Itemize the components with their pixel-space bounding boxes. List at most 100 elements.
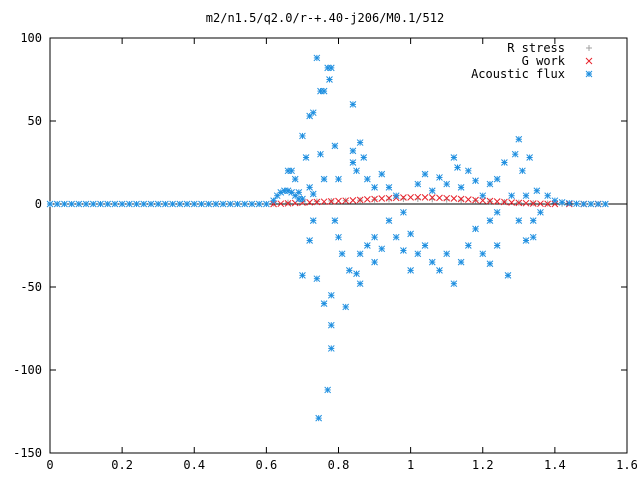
series-2	[270, 193, 602, 208]
y-tick-label: 50	[28, 114, 42, 128]
data-point	[241, 200, 249, 208]
data-point	[508, 199, 515, 206]
data-point	[479, 197, 487, 204]
data-point	[306, 184, 314, 191]
data-point	[118, 200, 126, 208]
data-point	[522, 192, 530, 200]
data-point	[183, 200, 191, 208]
data-point	[162, 200, 169, 208]
data-point	[436, 267, 443, 274]
data-point	[154, 200, 162, 208]
y-tick-label: 100	[20, 31, 42, 45]
data-point	[133, 200, 140, 208]
data-point	[493, 175, 501, 183]
x-tick-label: 0.6	[256, 458, 278, 472]
data-point	[349, 159, 357, 166]
chart-title: m2/n1.5/q2.0/r-+.40-j206/M0.1/512	[206, 11, 444, 25]
legend-label: Acoustic flux	[471, 67, 565, 81]
data-point	[299, 272, 306, 279]
data-point	[501, 198, 508, 206]
data-point	[594, 200, 602, 208]
data-point	[176, 200, 184, 208]
data-point	[324, 386, 332, 394]
data-point	[414, 193, 422, 201]
data-point	[464, 167, 472, 175]
y-axis: -150 -100 -50 0 50 100	[13, 31, 627, 460]
data-point	[400, 247, 407, 254]
data-point	[198, 200, 205, 208]
data-point	[111, 200, 119, 208]
data-point	[454, 164, 461, 171]
data-point	[436, 194, 443, 202]
data-point	[309, 109, 317, 117]
data-point	[331, 142, 339, 150]
data-point	[61, 200, 68, 208]
data-point	[378, 195, 386, 202]
series-3	[46, 54, 609, 422]
data-point	[544, 192, 552, 200]
data-point	[407, 194, 414, 201]
series-layer	[46, 54, 609, 422]
data-point	[515, 199, 523, 207]
data-point	[407, 267, 414, 274]
data-point	[457, 195, 465, 203]
data-point	[349, 147, 357, 155]
x-tick-label: 0.4	[183, 458, 205, 472]
data-point	[385, 184, 393, 191]
data-point	[428, 194, 436, 201]
data-point	[270, 197, 277, 205]
data-point	[104, 200, 112, 208]
data-point	[551, 197, 559, 205]
data-point	[493, 208, 501, 216]
data-point	[234, 200, 241, 208]
data-point	[360, 154, 368, 161]
data-point	[486, 180, 494, 188]
data-point	[515, 217, 523, 224]
data-point	[284, 199, 292, 207]
data-point	[529, 217, 537, 224]
data-point	[75, 200, 83, 208]
data-point	[338, 250, 346, 258]
x-tick-label: 0	[46, 458, 53, 472]
data-point	[353, 167, 360, 175]
data-point	[522, 237, 530, 244]
data-point	[335, 233, 342, 241]
data-point	[53, 200, 61, 208]
data-point	[320, 87, 328, 95]
data-point	[378, 170, 386, 178]
data-point	[457, 184, 465, 191]
data-point	[486, 217, 494, 224]
data-point	[504, 272, 512, 279]
data-point	[302, 154, 310, 161]
data-point	[335, 197, 342, 205]
data-point	[299, 132, 306, 140]
data-point	[306, 237, 314, 244]
data-point	[326, 76, 333, 83]
legend-marker	[585, 70, 593, 78]
data-point	[353, 270, 360, 278]
plot-frame	[49, 37, 628, 454]
y-tick-label: -150	[13, 446, 42, 460]
data-point	[493, 242, 501, 249]
data-point	[313, 54, 321, 62]
data-point	[443, 250, 451, 258]
data-point	[537, 200, 544, 208]
data-point	[320, 300, 328, 307]
data-point	[313, 275, 321, 283]
x-tick-label: 0.8	[328, 458, 350, 472]
data-point	[169, 200, 176, 208]
legend-label: R stress	[507, 41, 565, 55]
data-point	[342, 197, 350, 205]
data-point	[385, 217, 393, 224]
data-point	[515, 135, 523, 143]
data-point	[385, 196, 392, 203]
data-point	[479, 250, 487, 258]
data-point	[472, 225, 479, 233]
data-point	[349, 196, 357, 204]
data-point	[501, 159, 508, 166]
data-point	[421, 170, 429, 178]
x-tick-label: 1.2	[472, 458, 494, 472]
y-tick-label: -50	[20, 280, 42, 294]
data-point	[580, 200, 588, 208]
